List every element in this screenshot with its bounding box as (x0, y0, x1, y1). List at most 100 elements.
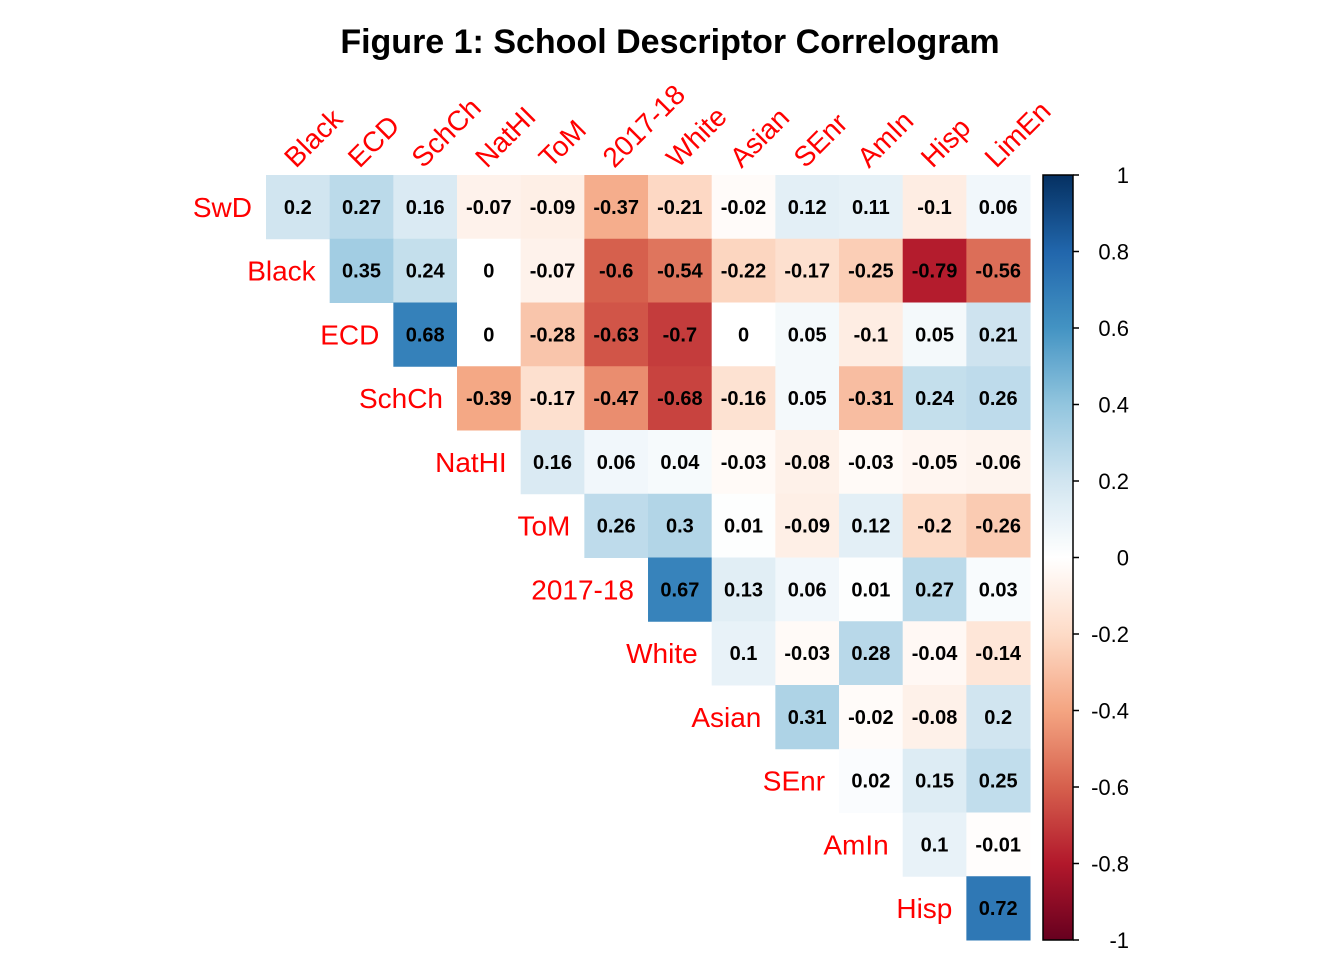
cell-value-label: -0.1 (917, 197, 951, 219)
correlation-cell (902, 493, 967, 558)
cell-value-label: -0.56 (975, 261, 1021, 283)
cell-value-label: -0.03 (784, 643, 830, 665)
cell-value-label: -0.39 (466, 388, 512, 410)
cell-value-label: -0.54 (657, 261, 703, 283)
column-label: LimEn (979, 95, 1057, 173)
correlation-cell (457, 302, 522, 367)
correlation-cell (520, 430, 585, 495)
colorbar-tick-label: 1 (1117, 163, 1129, 188)
cell-value-label: 0.26 (979, 388, 1018, 410)
cell-value-label: 0.1 (730, 643, 758, 665)
correlation-cell (966, 812, 1031, 877)
correlation-cell (648, 557, 713, 622)
correlation-cell (775, 175, 840, 240)
cell-value-label: -0.07 (530, 261, 576, 283)
cell-value-label: -0.26 (975, 516, 1021, 538)
column-label: Black (278, 102, 349, 173)
cell-value-label: 0.15 (915, 771, 954, 793)
colorbar-tick-label: -0.8 (1091, 852, 1129, 877)
cell-value-label: -0.28 (530, 324, 576, 346)
colorbar-tick-label: 0.6 (1098, 316, 1129, 341)
cell-value-label: -0.14 (975, 643, 1021, 665)
colorbar-tick-label: 0.8 (1098, 240, 1129, 265)
column-label: Hisp (915, 112, 977, 174)
correlation-cell (457, 238, 522, 303)
correlation-cell (775, 557, 840, 622)
correlation-cell (902, 748, 967, 813)
cell-value-label: -0.79 (912, 261, 958, 283)
correlation-cell (520, 238, 585, 303)
cell-value-label: 0.28 (851, 643, 890, 665)
correlation-cell (839, 366, 904, 431)
row-label: NatHI (435, 447, 507, 478)
correlation-cell (711, 302, 776, 367)
correlation-cell (775, 366, 840, 431)
correlation-cell (711, 621, 776, 686)
correlation-cell (393, 175, 458, 240)
cell-value-label: -0.09 (530, 197, 576, 219)
cell-value-label: -0.37 (593, 197, 639, 219)
cell-value-label: -0.05 (912, 452, 958, 474)
cell-value-label: 0.1 (921, 834, 949, 856)
cell-value-label: 0 (483, 324, 494, 346)
correlation-cell (711, 430, 776, 495)
correlation-cell (584, 302, 649, 367)
cell-value-label: 0.03 (979, 579, 1018, 601)
correlation-cell (966, 685, 1031, 750)
column-label: ToM (533, 114, 592, 173)
cell-value-label: -0.04 (912, 643, 958, 665)
colorbar-tick-label: 0.2 (1098, 469, 1129, 494)
correlation-cell (966, 175, 1031, 240)
correlation-cell (584, 430, 649, 495)
correlation-cell (839, 175, 904, 240)
cell-value-label: -0.09 (784, 516, 830, 538)
correlation-cell (902, 621, 967, 686)
colorbar-tick-label: -0.2 (1091, 622, 1129, 647)
cell-value-label: -0.06 (975, 452, 1021, 474)
correlation-cell (966, 621, 1031, 686)
correlation-cell (266, 175, 331, 240)
correlation-cell (902, 685, 967, 750)
colorbar-tick-label: 0 (1117, 546, 1129, 571)
cell-value-label: -0.6 (599, 261, 633, 283)
correlation-cell (329, 238, 394, 303)
cell-value-label: -0.63 (593, 324, 639, 346)
correlation-cell (902, 175, 967, 240)
cell-value-label: 0.13 (724, 579, 763, 601)
cell-value-label: 0.06 (597, 452, 636, 474)
row-label: SwD (193, 192, 252, 223)
correlation-cell (711, 175, 776, 240)
correlation-cell (902, 812, 967, 877)
cell-value-label: -0.17 (530, 388, 576, 410)
cell-value-label: -0.31 (848, 388, 894, 410)
correlation-cell (584, 238, 649, 303)
correlation-cell (839, 685, 904, 750)
cell-value-label: 0.02 (851, 771, 890, 793)
cell-value-label: -0.08 (912, 707, 958, 729)
cell-value-label: 0.3 (666, 516, 694, 538)
correlation-cell (457, 175, 522, 240)
correlation-cell (775, 302, 840, 367)
colorbar-tick-label: -0.6 (1091, 775, 1129, 800)
correlation-cell (520, 175, 585, 240)
correlation-cell (520, 366, 585, 431)
correlation-cell (648, 302, 713, 367)
row-labels: SwD Black ECD SchCh NatHI ToM 2017-18 White Asia… (193, 192, 952, 924)
cell-value-label: 0.25 (979, 771, 1018, 793)
row-label: Asian (691, 702, 761, 733)
colorbar-gradient (1042, 174, 1074, 941)
correlation-cell (393, 238, 458, 303)
row-label: SEnr (763, 766, 825, 797)
cell-value-label: 0.21 (979, 324, 1018, 346)
correlation-cell (393, 302, 458, 367)
correlation-cell (584, 366, 649, 431)
row-label: 2017-18 (531, 574, 634, 605)
cell-value-label: 0.27 (342, 197, 381, 219)
correlation-cell (329, 175, 394, 240)
correlation-cell (648, 493, 713, 558)
correlation-cell (839, 302, 904, 367)
cell-value-label: 0 (738, 324, 749, 346)
cell-value-label: -0.02 (721, 197, 767, 219)
